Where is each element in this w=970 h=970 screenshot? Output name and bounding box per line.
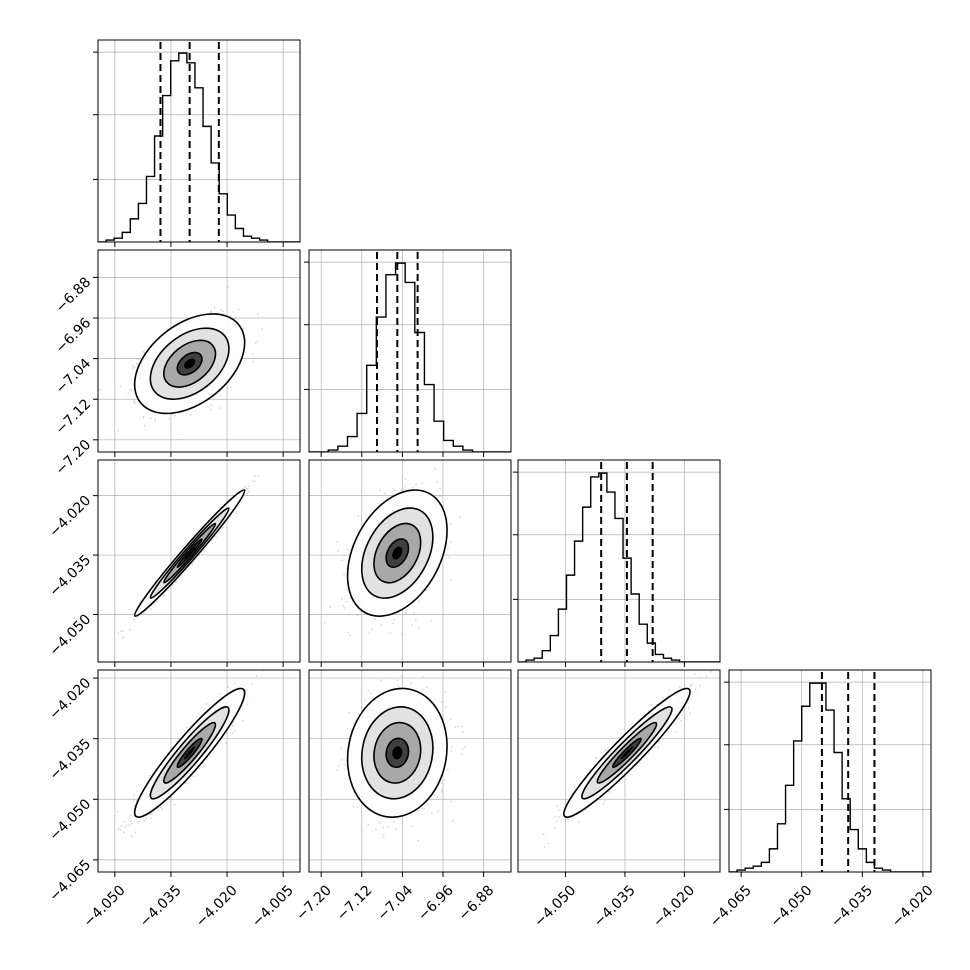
histogram-step-3 [729, 682, 931, 872]
contour-line-3 [176, 351, 203, 376]
contour-line-0 [133, 313, 246, 415]
y-tick-label: −6.96 [53, 315, 95, 357]
contour-line-0 [563, 687, 691, 818]
x-tick-label: −7.04 [374, 882, 416, 924]
axis-ticks: −4.050 −4.035 −4.020 −4.005−7.20−7.12−7.04−… [46, 51, 937, 930]
panel-frame [308, 459, 512, 663]
density-layer [336, 675, 466, 842]
panel-frame [517, 669, 721, 873]
pair-panel-3-0 [97, 669, 301, 873]
x-tick-label: −4.050 [531, 882, 579, 930]
contour-line-0 [346, 687, 448, 818]
density-layer [543, 671, 712, 848]
density-core [620, 746, 634, 760]
y-tick-label: −7.04 [53, 356, 95, 398]
marginal-panel-0 [97, 39, 301, 243]
panel-frame [308, 669, 512, 873]
x-tick-label: −4.050 [81, 882, 129, 930]
contour-line-1 [149, 327, 230, 401]
contour-line-0 [346, 489, 448, 617]
pair-panel-1-0 [97, 249, 301, 453]
histogram-step-1 [309, 262, 511, 452]
panel-frame [517, 459, 721, 663]
density-core [392, 746, 403, 760]
contour-line-2 [373, 522, 422, 584]
x-tick-label: −4.035 [591, 882, 639, 930]
x-tick-label: −4.035 [828, 882, 876, 930]
density-layer [117, 475, 260, 639]
density-layer [117, 670, 265, 837]
marginal-panel-3 [728, 669, 932, 873]
contour-line-0 [133, 489, 246, 617]
histogram-step-0 [98, 52, 300, 242]
contour-line-2 [596, 721, 658, 784]
x-tick-label: −6.96 [415, 882, 457, 924]
x-tick-label: −4.005 [249, 882, 297, 930]
y-tick-label: −4.050 [46, 796, 94, 844]
density-core [184, 358, 196, 369]
x-tick-label: −4.020 [193, 882, 241, 930]
y-tick-label: −4.035 [46, 552, 94, 600]
y-tick-label: −4.050 [46, 611, 94, 659]
contour-line-1 [581, 706, 673, 800]
density-core [392, 546, 403, 560]
x-tick-label: −7.20 [293, 882, 335, 924]
marginal-panel-1 [308, 249, 512, 453]
y-tick-label: −4.035 [46, 736, 94, 784]
x-tick-label: −4.050 [768, 882, 816, 930]
y-tick-label: −4.020 [46, 675, 94, 723]
x-tick-label: −4.020 [889, 882, 937, 930]
panel-frame [308, 249, 512, 453]
contour-line-1 [360, 507, 434, 599]
contour-line-3 [385, 737, 410, 769]
pair-panel-3-1 [308, 669, 512, 873]
panel-frame [97, 459, 301, 663]
panel-frame [97, 669, 301, 873]
x-tick-label: −4.065 [707, 882, 755, 930]
density-layer [99, 286, 263, 441]
contour-line-3 [176, 538, 203, 569]
contour-line-1 [149, 706, 230, 800]
panel-frame [97, 249, 301, 453]
panel-frame [97, 39, 301, 243]
density-layer [324, 468, 461, 636]
x-tick-label: −4.035 [137, 882, 185, 930]
contour-line-3 [611, 737, 642, 769]
pair-panel-3-2 [517, 669, 721, 873]
y-tick-label: −4.065 [46, 857, 94, 905]
panel-frame [728, 669, 932, 873]
contour-line-3 [176, 737, 203, 769]
y-tick-label: −7.12 [53, 396, 95, 438]
density-core [184, 746, 196, 760]
x-tick-label: −7.12 [334, 882, 376, 924]
contour-line-2 [373, 721, 422, 784]
contour-line-2 [163, 721, 217, 784]
y-tick-label: −7.20 [53, 437, 95, 479]
contour-line-1 [360, 706, 434, 800]
x-tick-label: −6.88 [456, 882, 498, 924]
y-tick-label: −6.88 [53, 274, 95, 316]
contour-line-0 [133, 687, 246, 818]
contour-line-3 [385, 538, 410, 569]
contour-line-2 [163, 522, 217, 584]
histogram-step-2 [518, 472, 720, 662]
y-tick-label: −4.020 [46, 493, 94, 541]
density-core [184, 546, 196, 560]
marginal-panel-2 [517, 459, 721, 663]
contour-line-1 [149, 507, 230, 599]
pair-panel-2-0 [97, 459, 301, 663]
x-tick-label: −4.020 [650, 882, 698, 930]
pair-panel-2-1 [308, 459, 512, 663]
contour-line-2 [163, 339, 217, 388]
